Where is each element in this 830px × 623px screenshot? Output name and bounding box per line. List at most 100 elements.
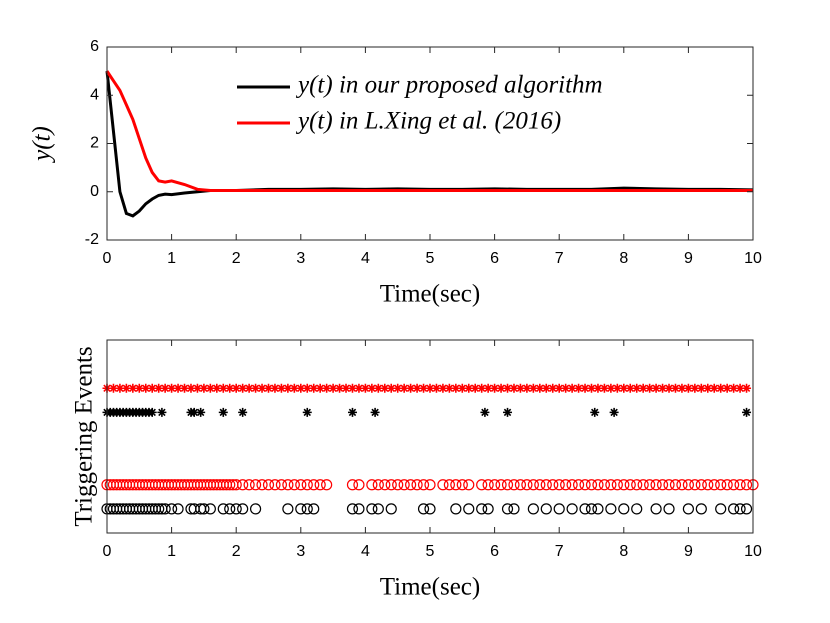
event-circle (572, 479, 585, 491)
event-star (399, 383, 409, 393)
event-star (645, 383, 655, 393)
event-star (121, 383, 131, 393)
x-tick-label: 5 (426, 250, 435, 267)
event-star (609, 407, 619, 417)
y-tick-label: 6 (90, 38, 99, 55)
event-star (380, 383, 390, 393)
event-star (696, 383, 706, 393)
event-star (289, 383, 299, 393)
event-star (386, 383, 396, 393)
event-circle (650, 503, 662, 515)
event-star (470, 383, 480, 393)
event-circle (269, 479, 281, 491)
y-tick-label: 4 (90, 86, 99, 103)
event-circle (553, 479, 565, 491)
event-circle (644, 479, 656, 491)
event-star (199, 383, 209, 393)
event-star (231, 383, 241, 393)
x-tick-label: 3 (296, 543, 305, 560)
event-circle (450, 479, 462, 491)
event-circle (275, 479, 288, 491)
x-tick-label: 8 (619, 543, 628, 560)
event-circle (695, 503, 707, 515)
x-tick-label: 10 (744, 543, 762, 560)
event-star (180, 383, 190, 393)
event-circle (715, 503, 727, 515)
event-circle (702, 479, 714, 491)
event-star (218, 407, 228, 417)
event-star (677, 383, 687, 393)
x-tick-label: 0 (103, 250, 112, 267)
event-circle (198, 503, 210, 515)
event-star (341, 383, 351, 393)
event-circle (476, 503, 488, 515)
event-star (535, 383, 545, 393)
event-circle (482, 479, 494, 491)
event-circle (579, 503, 591, 515)
event-star (515, 383, 525, 393)
event-circle (159, 503, 171, 515)
event-circle (353, 479, 365, 491)
event-star (716, 383, 726, 393)
event-circle (547, 479, 559, 491)
event-star (444, 383, 454, 393)
event-circle (501, 479, 514, 491)
event-circle (682, 479, 695, 491)
x-tick-label: 6 (490, 543, 499, 560)
event-circle (366, 503, 378, 515)
x-tick-label: 8 (619, 250, 628, 267)
event-circle (153, 503, 165, 515)
event-circle (308, 503, 320, 515)
event-star (309, 383, 319, 393)
event-circle (521, 479, 533, 491)
event-star (451, 383, 461, 393)
event-star (134, 383, 144, 393)
event-circle (249, 479, 262, 491)
event-star (490, 383, 500, 393)
axes-background (107, 47, 753, 240)
event-circle (385, 479, 397, 491)
event-star (590, 407, 600, 417)
event-star (593, 383, 603, 393)
event-star (347, 407, 357, 417)
event-star (703, 383, 713, 393)
event-star (147, 407, 157, 417)
event-circle (230, 479, 242, 491)
event-circle (566, 479, 578, 491)
event-circle (443, 479, 455, 491)
event-circle (721, 479, 733, 491)
event-star (167, 383, 177, 393)
event-circle (611, 479, 623, 491)
event-star (141, 383, 151, 393)
event-circle (676, 479, 688, 491)
event-star (147, 383, 157, 393)
event-star (264, 383, 273, 393)
event-star (606, 383, 616, 393)
event-star (509, 383, 519, 393)
legend-label: y(t) in L.Xing et al. (2016) (295, 108, 561, 135)
event-star (302, 407, 312, 417)
x-tick-label: 1 (167, 250, 176, 267)
event-circle (553, 503, 565, 515)
event-star (574, 383, 584, 393)
event-star (128, 383, 138, 393)
event-circle (237, 503, 249, 515)
event-star (735, 383, 745, 393)
event-circle (353, 503, 365, 515)
event-circle (411, 479, 423, 491)
event-circle (637, 479, 649, 491)
event-circle (456, 479, 468, 491)
event-circle (301, 479, 313, 491)
event-circle (314, 479, 326, 491)
event-circle (450, 503, 462, 515)
event-circle (476, 479, 488, 491)
event-circle (398, 479, 410, 491)
x-tick-label: 6 (490, 250, 499, 267)
event-star (419, 383, 429, 393)
event-circle (366, 479, 378, 491)
event-star (393, 383, 403, 393)
event-circle (295, 479, 307, 491)
event-star (276, 383, 286, 393)
x-tick-label: 4 (361, 250, 370, 267)
event-circle (656, 479, 669, 491)
